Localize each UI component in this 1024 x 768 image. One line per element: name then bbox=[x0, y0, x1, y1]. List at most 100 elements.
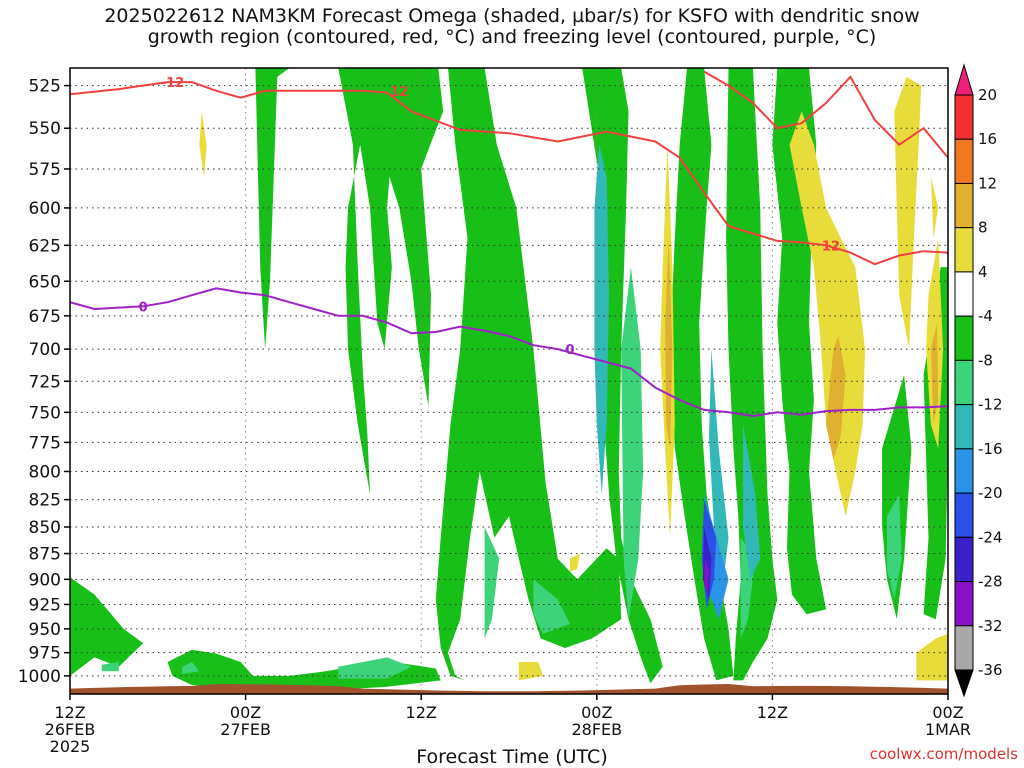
omega-region-27 bbox=[789, 111, 866, 517]
zero-label-1: 0 bbox=[139, 300, 148, 315]
pressure-axis: 525 550 575 600 625 650 675 700 725 750 775 800 825 8… bbox=[18, 77, 70, 687]
minus12-contour-upper bbox=[703, 70, 948, 159]
colorbar-label-5: -4 bbox=[978, 307, 993, 325]
omega-region-0 bbox=[248, 68, 444, 495]
ytick-label-525: 525 bbox=[29, 77, 61, 97]
ytick-label-925: 925 bbox=[29, 595, 61, 615]
xtick-label-5: 00Z bbox=[932, 703, 963, 722]
omega-region-19 bbox=[709, 349, 729, 580]
colorbar-label-6: -8 bbox=[978, 351, 993, 369]
omega-region-1 bbox=[435, 68, 622, 681]
colorbar-swatch-6 bbox=[954, 315, 974, 361]
colorbar-swatch-3 bbox=[954, 182, 974, 229]
freezing-level-contour bbox=[70, 287, 948, 418]
ground-surface bbox=[70, 684, 948, 694]
colorbar-label-11: -28 bbox=[978, 573, 1003, 591]
omega-region-33 bbox=[570, 553, 580, 572]
xtick-label-4: 12Z bbox=[757, 703, 788, 722]
colorbar-label-13: -36 bbox=[978, 661, 1003, 679]
omega-region-11 bbox=[338, 657, 412, 679]
colorbar-label-4: 4 bbox=[978, 263, 988, 281]
omega-region-13 bbox=[533, 579, 570, 634]
contour-labels: -12 12 12 0 0 bbox=[139, 76, 840, 358]
colorbar-top-arrow bbox=[954, 63, 974, 96]
omega-region-12 bbox=[484, 527, 500, 639]
ytick-label-625: 625 bbox=[29, 236, 61, 256]
ytick-label-750: 750 bbox=[29, 403, 61, 423]
omega-region-10 bbox=[621, 267, 644, 620]
ytick-label-825: 825 bbox=[29, 491, 61, 511]
xtick-label-3: 00Z bbox=[581, 703, 612, 722]
colorbar-swatch-10 bbox=[954, 492, 974, 538]
grid-lines bbox=[70, 68, 948, 694]
credit-link[interactable]: coolwx.com/models bbox=[869, 745, 1018, 763]
temperature-contours bbox=[70, 70, 948, 418]
colorbar-swatch-9 bbox=[954, 448, 974, 494]
ytick-label-950: 950 bbox=[29, 620, 61, 640]
xtick-date-5: 1MAR bbox=[925, 720, 971, 739]
colorbar-label-1: 16 bbox=[978, 130, 997, 148]
colorbar-swatch-5 bbox=[954, 271, 974, 317]
ytick-label-650: 650 bbox=[29, 272, 61, 292]
colorbar-label-2: 12 bbox=[978, 174, 997, 192]
omega-shading bbox=[70, 68, 948, 690]
colorbar-swatch-8 bbox=[954, 404, 974, 450]
colorbar-label-12: -32 bbox=[978, 617, 1003, 635]
chart-title: 2025022612 NAM3KM Forecast Omega (shaded… bbox=[104, 5, 920, 27]
colorbar-swatch-12 bbox=[954, 581, 974, 627]
omega-region-9 bbox=[167, 649, 441, 690]
colorbar: 20 16 12 8 4 -4 -8 -12 -16 -20 -24 -28 -32 -36 bbox=[954, 63, 1003, 698]
minus12-label-3: 12 bbox=[822, 239, 840, 254]
ytick-label-875: 875 bbox=[29, 545, 61, 565]
xtick-label-0: 12Z bbox=[54, 703, 85, 722]
colorbar-swatch-11 bbox=[954, 536, 974, 583]
colorbar-swatch-2 bbox=[954, 138, 974, 184]
omega-region-8 bbox=[70, 577, 144, 676]
minus12-label-1: -12 bbox=[161, 76, 185, 91]
xtick-year-0: 2025 bbox=[50, 737, 91, 756]
colorbar-label-8: -16 bbox=[978, 440, 1003, 458]
ytick-label-800: 800 bbox=[29, 462, 61, 482]
omega-region-31 bbox=[916, 633, 948, 681]
chart-subtitle: growth region (contoured, red, °C) and f… bbox=[147, 26, 877, 48]
omega-region-20 bbox=[743, 424, 761, 580]
xtick-date-3: 28FEB bbox=[571, 720, 622, 739]
ground-strip bbox=[70, 684, 948, 694]
ytick-label-900: 900 bbox=[29, 570, 61, 590]
ytick-label-550: 550 bbox=[29, 119, 61, 139]
omega-region-32 bbox=[518, 662, 544, 681]
ytick-label-850: 850 bbox=[29, 518, 61, 538]
colorbar-swatch-13 bbox=[954, 625, 974, 671]
omega-region-25 bbox=[199, 111, 207, 177]
xtick-label-2: 12Z bbox=[406, 703, 437, 722]
colorbar-label-10: -24 bbox=[978, 528, 1003, 546]
omega-region-36 bbox=[930, 322, 939, 425]
zero-label-2: 0 bbox=[565, 343, 574, 358]
ytick-label-725: 725 bbox=[29, 372, 61, 392]
ytick-label-975: 975 bbox=[29, 644, 61, 664]
xtick-date-1: 27FEB bbox=[220, 720, 271, 739]
minus12-contour bbox=[70, 81, 948, 266]
ytick-label-575: 575 bbox=[29, 160, 61, 180]
omega-region-3 bbox=[670, 68, 734, 681]
ytick-label-1000: 1000 bbox=[18, 667, 61, 687]
colorbar-label-3: 8 bbox=[978, 219, 988, 237]
ytick-label-675: 675 bbox=[29, 307, 61, 327]
colorbar-label-7: -12 bbox=[978, 396, 1003, 414]
ytick-label-700: 700 bbox=[29, 340, 61, 360]
omega-region-17 bbox=[182, 662, 200, 674]
colorbar-bottom-arrow bbox=[954, 669, 974, 698]
omega-region-24 bbox=[704, 558, 709, 595]
colorbar-label-0: 20 bbox=[978, 86, 997, 104]
omega-region-18 bbox=[594, 144, 609, 495]
colorbar-swatch-7 bbox=[954, 359, 974, 406]
xtick-date-0: 26FEB bbox=[45, 720, 96, 739]
xtick-label-1: 00Z bbox=[230, 703, 261, 722]
minus12-label-2: 12 bbox=[390, 85, 408, 100]
colorbar-label-9: -20 bbox=[978, 484, 1003, 502]
omega-region-35 bbox=[826, 336, 846, 460]
omega-region-15 bbox=[887, 494, 902, 600]
ytick-label-775: 775 bbox=[29, 433, 61, 453]
